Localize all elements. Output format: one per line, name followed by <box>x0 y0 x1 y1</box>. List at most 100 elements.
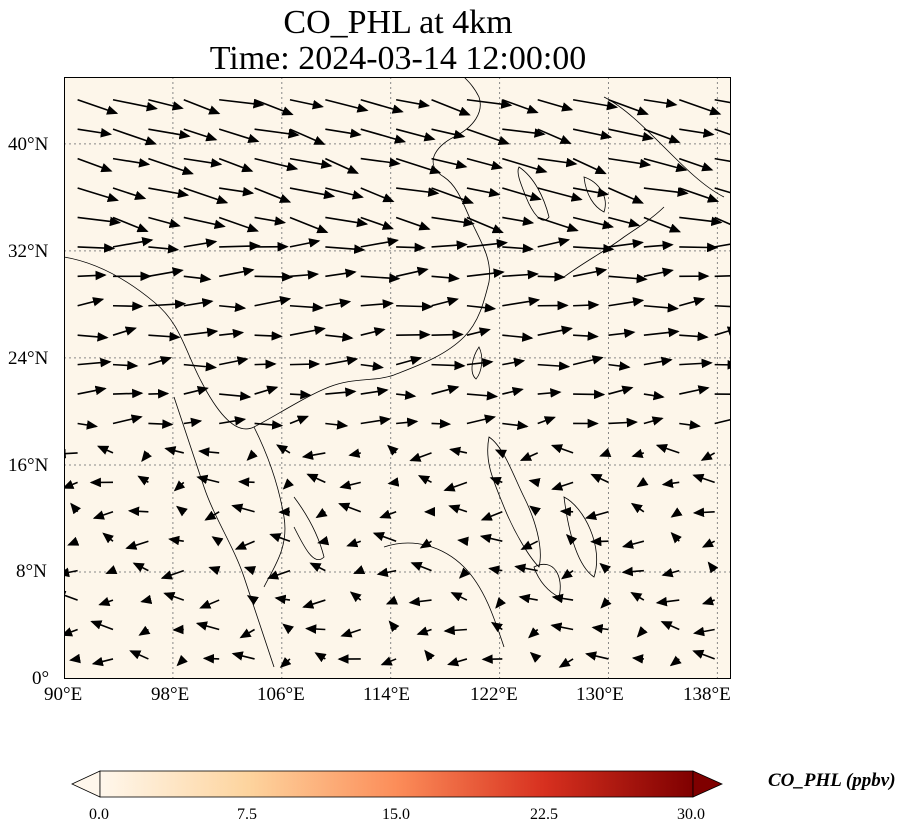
wind-arrow <box>701 596 715 606</box>
wind-arrow <box>502 128 546 138</box>
colorbar-extend-low <box>71 770 101 798</box>
y-tick-label: 8°N <box>16 561 47 582</box>
wind-arrow <box>246 449 258 461</box>
wind-arrow <box>590 473 609 484</box>
wind-arrow <box>621 539 645 549</box>
wind-arrow <box>183 298 214 308</box>
wind-arrow <box>479 533 503 544</box>
wind-arrow <box>537 216 579 233</box>
wind-arrow <box>636 626 648 638</box>
wind-arrow <box>599 562 612 574</box>
wind-arrow <box>489 476 503 486</box>
wind-arrow <box>714 128 731 136</box>
wind-arrow <box>573 243 615 254</box>
wind-arrow <box>584 510 609 520</box>
wind-arrow <box>237 477 255 487</box>
wind-arrow <box>466 128 510 145</box>
wind-arrow <box>349 591 362 603</box>
wind-arrow <box>218 157 254 173</box>
wind-arrow <box>590 536 609 547</box>
wind-arrow <box>558 657 574 668</box>
wind-arrow <box>396 330 431 340</box>
wind-arrow <box>447 657 468 667</box>
wind-arrow <box>679 98 722 116</box>
wind-arrow <box>140 594 153 605</box>
wind-arrow <box>396 242 426 253</box>
wind-arrow <box>387 444 399 456</box>
wind-arrow <box>559 506 574 517</box>
wind-arrow <box>537 388 562 398</box>
wind-arrow <box>528 627 540 639</box>
wind-arrow <box>325 216 369 228</box>
wind-arrow <box>98 596 114 607</box>
wind-arrow <box>112 98 158 112</box>
wind-arrow <box>395 355 423 366</box>
wind-arrow <box>431 418 452 429</box>
wind-arrow <box>289 216 329 234</box>
wind-arrow <box>714 216 731 226</box>
wind-arrow <box>520 540 539 550</box>
wind-arrow <box>714 157 731 163</box>
wind-arrow <box>488 565 503 575</box>
wind-arrow <box>600 597 612 609</box>
wind-arrow <box>173 480 186 492</box>
wind-arrow <box>714 98 731 104</box>
wind-arrow <box>514 563 538 574</box>
wind-arrow <box>219 241 261 251</box>
wind-arrow <box>679 157 714 172</box>
wind-arrow <box>254 295 292 307</box>
wind-arrow <box>132 562 149 572</box>
wind-arrow <box>195 621 220 631</box>
wind-arrow <box>325 187 364 200</box>
wind-arrow <box>431 157 468 170</box>
wind-arrow <box>64 448 78 459</box>
wind-arrow <box>608 216 641 228</box>
colorbar-tick-label: 15.0 <box>382 806 410 823</box>
coastlines <box>64 77 725 668</box>
wind-arrow <box>219 356 249 366</box>
wind-arrow <box>573 389 606 400</box>
wind-arrow <box>502 98 539 114</box>
wind-arrow <box>380 656 397 666</box>
wind-arrow <box>466 358 494 368</box>
wind-arrow <box>661 567 680 578</box>
wind-arrow <box>164 446 184 456</box>
wind-arrow <box>409 452 432 462</box>
wind-arrow <box>396 390 417 400</box>
wind-arrow <box>643 267 674 278</box>
wind-arrow <box>529 651 542 663</box>
wind-arrow <box>77 98 119 115</box>
wind-arrow <box>112 301 144 311</box>
wind-arrow <box>379 509 397 519</box>
wind-arrow <box>127 506 149 517</box>
wind-arrow <box>669 655 682 667</box>
wind-arrow <box>112 360 139 371</box>
wind-arrow <box>219 416 247 426</box>
wind-arrow <box>360 327 386 337</box>
x-tick-label: 106°E <box>257 684 305 705</box>
wind-arrow <box>466 390 499 401</box>
wind-arrow <box>679 128 715 138</box>
wind-arrow <box>148 267 184 278</box>
wind-arrow <box>254 420 284 430</box>
wind-arrow <box>424 649 435 662</box>
y-tick-label: 32°N <box>8 241 49 262</box>
wind-arrow <box>112 414 143 425</box>
wind-arrow <box>448 504 468 514</box>
wind-arrow <box>211 536 224 547</box>
wind-arrow <box>360 98 404 114</box>
wind-arrow <box>219 186 255 197</box>
wind-arrow <box>246 595 259 606</box>
wind-arrow <box>346 538 362 548</box>
wind-arrow <box>466 414 497 425</box>
wind-arrow <box>502 269 539 280</box>
wind-arrow <box>692 507 715 518</box>
wind-arrow <box>301 450 326 460</box>
wind-arrow <box>692 649 715 660</box>
wind-arrow <box>551 481 574 491</box>
wind-arrow <box>396 187 440 197</box>
wind-arrow <box>551 593 574 604</box>
wind-arrow <box>643 390 665 401</box>
wind-arrow <box>608 98 649 116</box>
wind-arrow <box>714 243 731 248</box>
